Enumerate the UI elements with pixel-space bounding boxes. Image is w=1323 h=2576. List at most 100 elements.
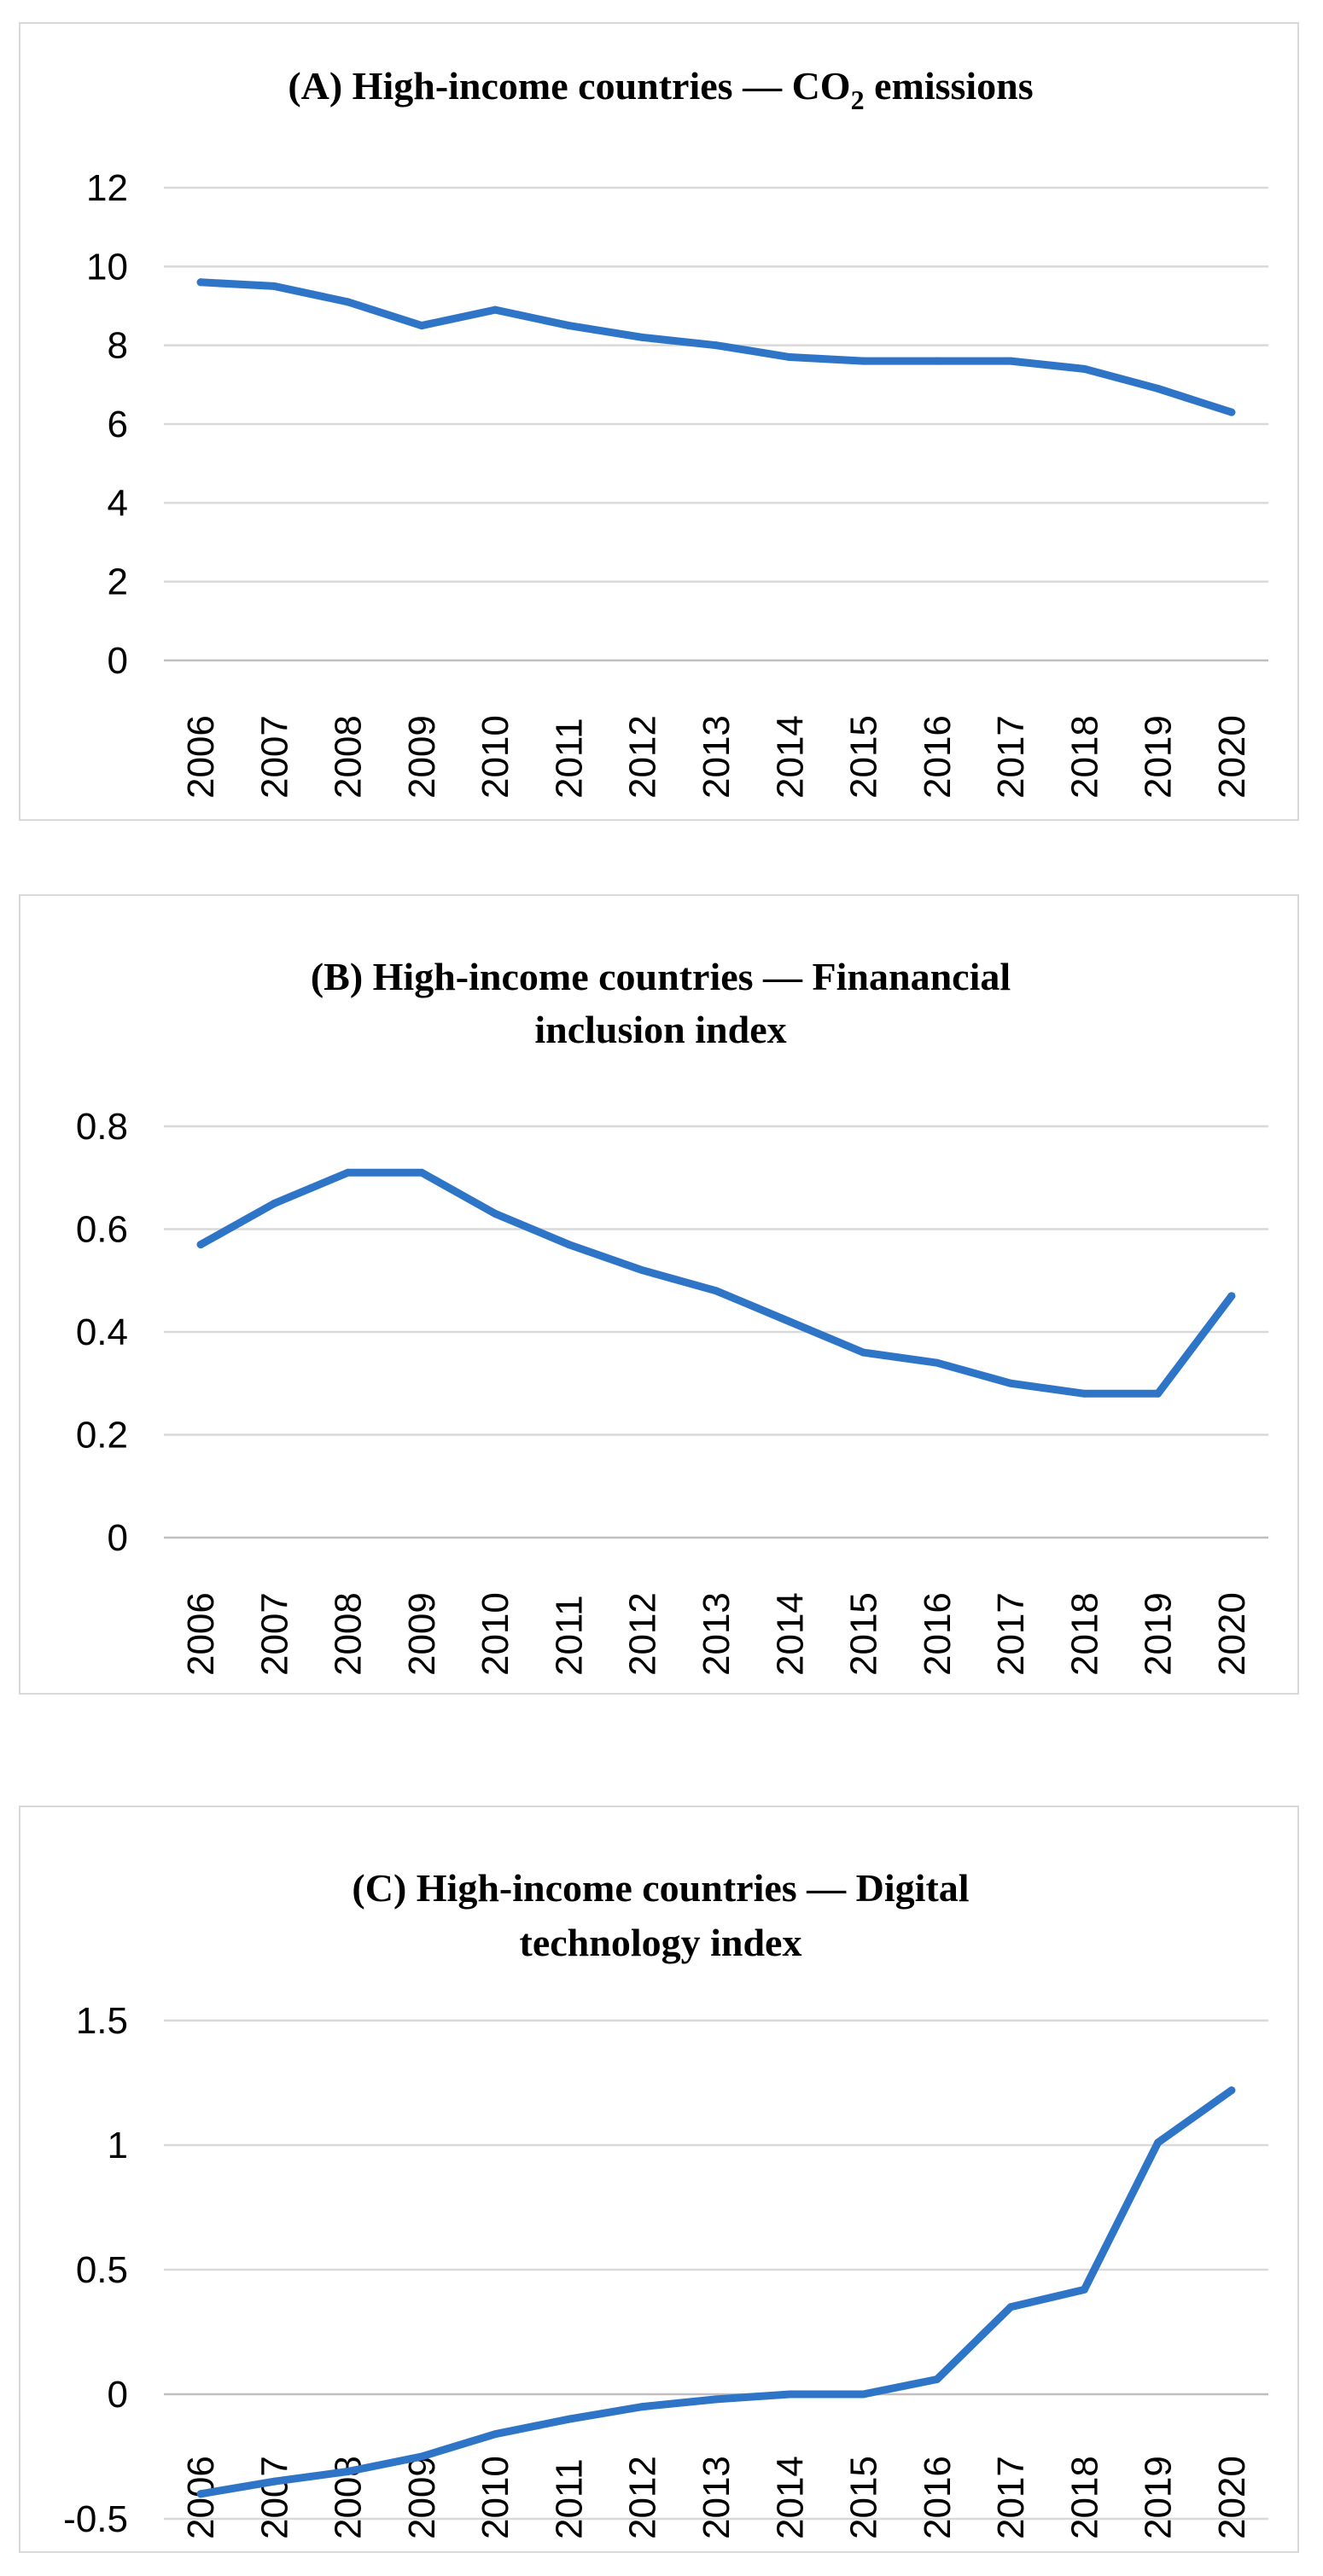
y-tick-label: 0.5 [76,2249,128,2291]
y-tick-label: 0 [108,1517,128,1559]
x-tick-label: 2020 [1211,1592,1253,1676]
chart-panel-financial-inclusion: (B) High-income countries — Finanancial … [19,894,1299,1695]
data-point [785,353,794,362]
x-tick-label: 2010 [475,715,516,799]
x-tick-label: 2012 [622,1592,664,1676]
data-point [196,2490,205,2498]
data-point [860,357,868,365]
data-point [712,1287,720,1295]
data-point [344,2468,353,2476]
data-point [1227,1292,1236,1300]
y-tick-label: 0.6 [76,1209,128,1251]
x-tick-label: 2017 [990,1592,1032,1676]
data-point [1154,384,1163,393]
x-tick-label: 2013 [696,2456,737,2539]
x-tick-label: 2012 [622,715,664,799]
y-tick-label: 0.8 [76,1106,128,1148]
data-point [270,2477,278,2486]
chart-title-line-2: technology index [520,1921,802,1964]
data-point [1227,2086,1236,2095]
data-point [270,282,278,290]
x-tick-label: 2009 [401,1592,443,1676]
x-tick-label: 2007 [254,715,295,799]
data-point [1006,1379,1015,1387]
x-tick-label: 2019 [1138,1592,1180,1676]
data-point [785,1317,794,1326]
y-tick-label: 0.2 [76,1415,128,1457]
y-tick-label: 0 [108,640,128,682]
data-point [196,1241,205,1249]
x-tick-label: 2011 [548,718,590,799]
x-tick-label: 2008 [328,715,370,799]
data-point [491,1209,499,1218]
data-point [785,2390,794,2399]
x-tick-label: 2019 [1138,2456,1180,2539]
data-point [712,2395,720,2404]
chart-title: (A) High-income countries — CO2 emission… [288,64,1033,115]
x-tick-label: 2013 [696,715,737,799]
y-tick-label: 0 [108,2374,128,2416]
data-point [417,2452,426,2461]
data-point [638,1266,647,1275]
data-point [860,2390,868,2399]
chart-panel-co2: (A) High-income countries — CO2 emission… [19,22,1299,821]
x-tick-label: 2010 [475,2456,516,2539]
y-tick-label: 12 [86,167,128,209]
data-point [344,1168,353,1177]
x-tick-label: 2016 [917,715,959,799]
x-tick-label: 2011 [548,2458,590,2539]
data-point [417,322,426,330]
series-line [196,1168,1236,1398]
series-line [196,2086,1236,2498]
x-tick-label: 2007 [254,2456,295,2539]
x-tick-label: 2008 [328,1592,370,1676]
y-tick-label: 6 [108,404,128,445]
x-tick-label: 2009 [401,715,443,799]
data-point [491,305,499,314]
data-point [1006,2303,1015,2311]
data-point [564,322,573,330]
x-tick-label: 2011 [548,1595,590,1676]
data-point [638,2403,647,2411]
x-tick-label: 2010 [475,1592,516,1676]
data-point [712,341,720,350]
data-point [196,278,205,287]
data-point [564,2415,573,2423]
data-point [933,357,941,365]
co2-chart: (A) High-income countries — CO2 emission… [86,64,1268,799]
x-tick-label: 2017 [990,2456,1032,2539]
y-tick-label: 10 [86,246,128,288]
data-point [564,1241,573,1249]
x-tick-label: 2009 [401,2456,443,2539]
data-point [344,298,353,306]
x-tick-label: 2015 [843,715,885,799]
data-point [270,1199,278,1207]
x-tick-label: 2006 [180,715,222,799]
x-tick-label: 2006 [180,1592,222,1676]
x-tick-label: 2014 [769,2456,811,2539]
chart-title-line-1: (B) High-income countries — Finanancial [311,955,1011,998]
data-point [933,1358,941,1367]
y-tick-label: 2 [108,561,128,603]
chart-panel-digital-technology: (C) High-income countries — Digital tech… [19,1806,1299,2553]
data-point [638,333,647,341]
data-point [933,2375,941,2383]
y-tick-label: -0.5 [63,2498,128,2540]
data-point [1154,1389,1163,1398]
data-point [417,1168,426,1177]
financial-inclusion-chart: (B) High-income countries — Finanancial … [76,955,1268,1676]
x-tick-label: 2007 [254,1592,295,1676]
x-tick-label: 2014 [769,1592,811,1676]
x-tick-label: 2020 [1211,2456,1253,2539]
y-tick-label: 0.4 [76,1311,128,1353]
digital-technology-chart: (C) High-income countries — Digital tech… [63,1866,1268,2540]
x-tick-label: 2017 [990,715,1032,799]
y-tick-label: 4 [108,482,128,524]
x-tick-label: 2016 [917,2456,959,2539]
y-tick-label: 1 [108,2125,128,2166]
x-tick-label: 2020 [1211,715,1253,799]
chart-title-line-1: (C) High-income countries — Digital [352,1866,969,1910]
data-point [1080,1389,1088,1398]
x-tick-label: 2019 [1138,715,1180,799]
data-point [1154,2138,1163,2147]
